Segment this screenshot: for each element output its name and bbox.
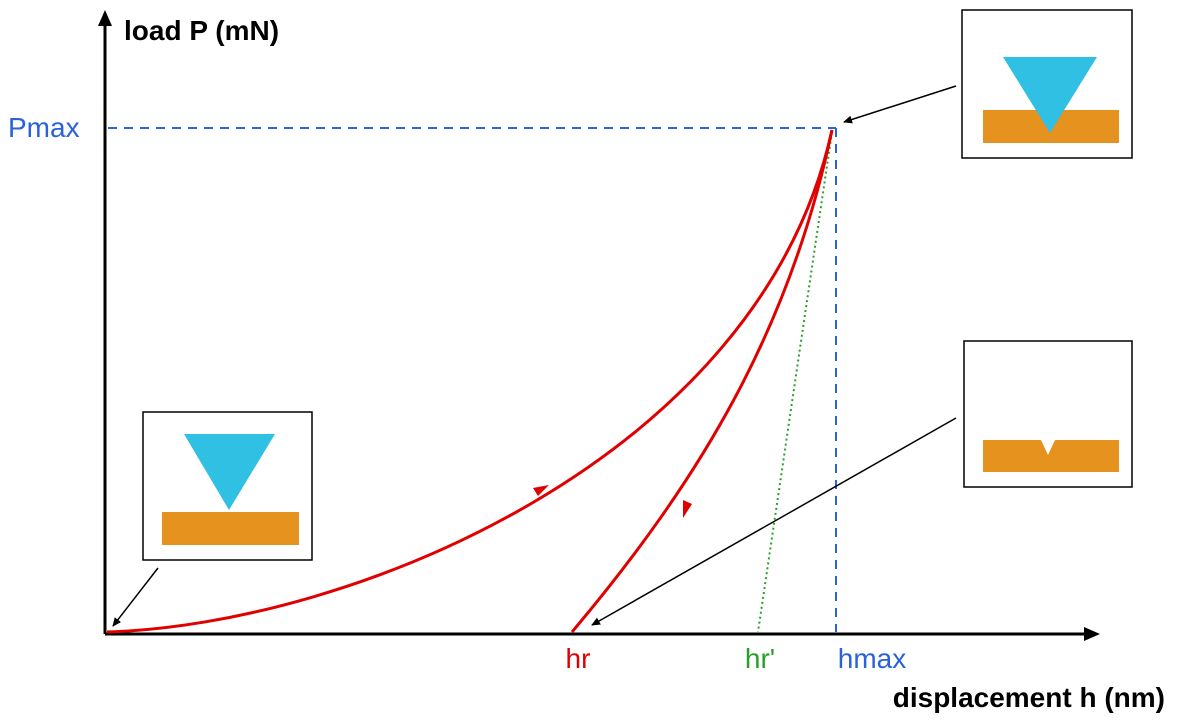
inset-after-unload bbox=[963, 340, 1133, 488]
pmax-label: Pmax bbox=[8, 112, 80, 143]
y-axis-label: load P (mN) bbox=[124, 15, 279, 46]
indenter-icon bbox=[1003, 57, 1097, 133]
unloading-curve bbox=[570, 129, 834, 633]
x-axis-arrowhead bbox=[1084, 627, 1100, 641]
hr-label: hr bbox=[566, 643, 591, 674]
loading-curve bbox=[106, 129, 834, 634]
x-axis-label: displacement h (nm) bbox=[893, 682, 1165, 713]
pointer-arrow-max bbox=[843, 85, 957, 124]
hr-prime-label: hr' bbox=[745, 643, 775, 674]
residual-indent-sample bbox=[983, 440, 1119, 472]
hmax-label: hmax bbox=[838, 643, 906, 674]
sample-block bbox=[162, 512, 299, 545]
loading-direction-arrow bbox=[533, 485, 549, 496]
indenter-icon bbox=[184, 434, 275, 510]
y-axis-arrowhead bbox=[98, 10, 112, 26]
inset-max-load bbox=[961, 9, 1133, 159]
unloading-direction-arrow bbox=[683, 500, 692, 518]
unloading-tangent-line bbox=[757, 131, 833, 633]
pointer-arrow-residual bbox=[591, 417, 957, 626]
pointer-arrow-origin bbox=[112, 567, 159, 627]
inset-before-contact bbox=[142, 411, 313, 561]
